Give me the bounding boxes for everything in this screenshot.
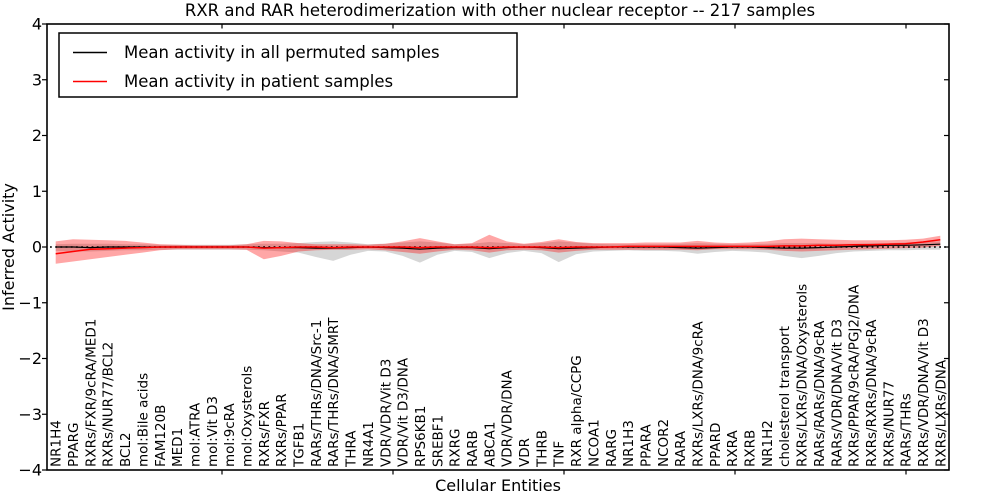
x-axis-label: Cellular Entities — [435, 476, 561, 495]
x-tick-label: NR1H3 — [621, 420, 637, 467]
x-tick-label: RARs/RARs/DNA/9cRA — [812, 320, 828, 467]
x-tick-label: RXRs/FXR/9cRA/MED1 — [83, 319, 99, 467]
x-tick-label: RARs/THRs/DNA/Src-1 — [309, 320, 325, 467]
x-tick-label: TNF — [552, 441, 568, 468]
x-tick-label: RXRA — [725, 430, 741, 467]
y-tick-label: 3 — [32, 70, 42, 89]
legend-label-permuted: Mean activity in all permuted samples — [124, 43, 440, 62]
x-tick-label: RXRs/LXRs/DNA/Oxysterols — [795, 284, 811, 467]
x-tick-label: RXRs/PPAR/9cRA/PGJ2/DNA — [847, 284, 863, 467]
x-tick-label: VDR/Vit D3/DNA — [396, 357, 412, 467]
x-tick-label: RARs/THRs/DNA/SMRT — [326, 317, 342, 467]
y-tick-label: −3 — [18, 405, 42, 424]
y-tick-label: −4 — [18, 461, 42, 480]
legend-label-patient: Mean activity in patient samples — [124, 72, 393, 91]
x-tick-label: RXRs/FXR — [257, 401, 273, 467]
x-tick-label: mol:9cRA — [222, 402, 238, 467]
x-tick-label: RXR alpha/CCPG — [569, 355, 585, 467]
x-tick-label: PPARD — [708, 423, 724, 467]
x-tick-label: VDR/VDR/DNA — [500, 369, 516, 467]
patient-samples-std-band — [55, 234, 941, 264]
y-tick-label: −2 — [18, 349, 42, 368]
x-tick-label: VDR/VDR/Vit D3 — [378, 359, 394, 467]
y-tick-label: 0 — [32, 238, 42, 257]
y-tick-label: 1 — [32, 182, 42, 201]
x-tick-label: PPARG — [66, 423, 82, 468]
y-tick-label: 2 — [32, 126, 42, 145]
x-tick-label: mol:Bile acids — [135, 373, 151, 467]
x-tick-label: NR1H2 — [760, 420, 776, 467]
x-tick-label: BCL2 — [118, 432, 134, 467]
x-tick-label: NR4A1 — [361, 421, 377, 467]
x-tick-label: RARs/THRs — [899, 393, 915, 467]
x-tick-label: RXRs/LXRs/DNA/9cRA — [691, 321, 707, 467]
x-tick-label: mol:Vit D3 — [205, 396, 221, 467]
x-tick-label: NCOR2 — [656, 419, 672, 467]
x-tick-label: TGFB1 — [292, 423, 308, 468]
x-tick-label: RXRs/LXRs/DNA — [933, 359, 949, 467]
chart-title: RXR and RAR heterodimerization with othe… — [185, 1, 815, 20]
x-tick-label: MED1 — [170, 428, 186, 467]
x-tick-label: RXRs/PPAR — [274, 393, 290, 467]
x-tick-label: PPARA — [638, 424, 654, 467]
x-tick-label: mol:Oxysterols — [240, 366, 256, 467]
legend-box — [58, 32, 518, 98]
x-tick-label: RXRB — [743, 430, 759, 467]
y-axis-label: Inferred Activity — [0, 183, 18, 311]
x-tick-label: RXRs/VDR/DNA/Vit D3 — [916, 318, 932, 467]
x-tick-label: NR1H4 — [49, 420, 65, 467]
x-tick-label: RXRs/NUR77/BCL2 — [101, 342, 117, 467]
legend: Mean activity in all permuted samples Me… — [58, 32, 518, 98]
x-tick-label: THRB — [534, 430, 550, 468]
x-tick-label: RARA — [673, 430, 689, 467]
x-tick-label: cholesterol transport — [777, 326, 793, 467]
y-tick-label: 4 — [32, 15, 42, 34]
x-tick-label: RXRs/NUR77 — [881, 381, 897, 467]
x-tick-label: RPS6KB1 — [413, 406, 429, 467]
patient-mean-line — [55, 239, 941, 255]
x-tick-label: RARB — [465, 430, 481, 467]
y-tick-label: −1 — [18, 293, 42, 312]
x-tick-label: FAM120B — [153, 405, 169, 467]
plot-area: NR1H4 PPARG RXRs/FXR/9cRA/MED1 RXRs/NUR77/B… — [18, 15, 949, 480]
x-tick-label: RARs/VDR/DNA/Vit D3 — [829, 319, 845, 467]
x-tick-label: THRA — [344, 430, 360, 468]
plot-border — [46, 23, 950, 471]
x-tick-label: RARG — [604, 429, 620, 467]
x-tick-label: VDR — [517, 438, 533, 467]
x-tick-label: mol:ATRA — [187, 402, 203, 467]
x-tick-label: NCOA1 — [586, 419, 602, 467]
x-tick-label: RXRG — [448, 429, 464, 467]
x-tick-label: ABCA1 — [482, 421, 498, 467]
x-tick-label: SREBF1 — [430, 415, 446, 467]
x-tick-label: RXRs/RXRs/DNA/9cRA — [864, 319, 880, 467]
